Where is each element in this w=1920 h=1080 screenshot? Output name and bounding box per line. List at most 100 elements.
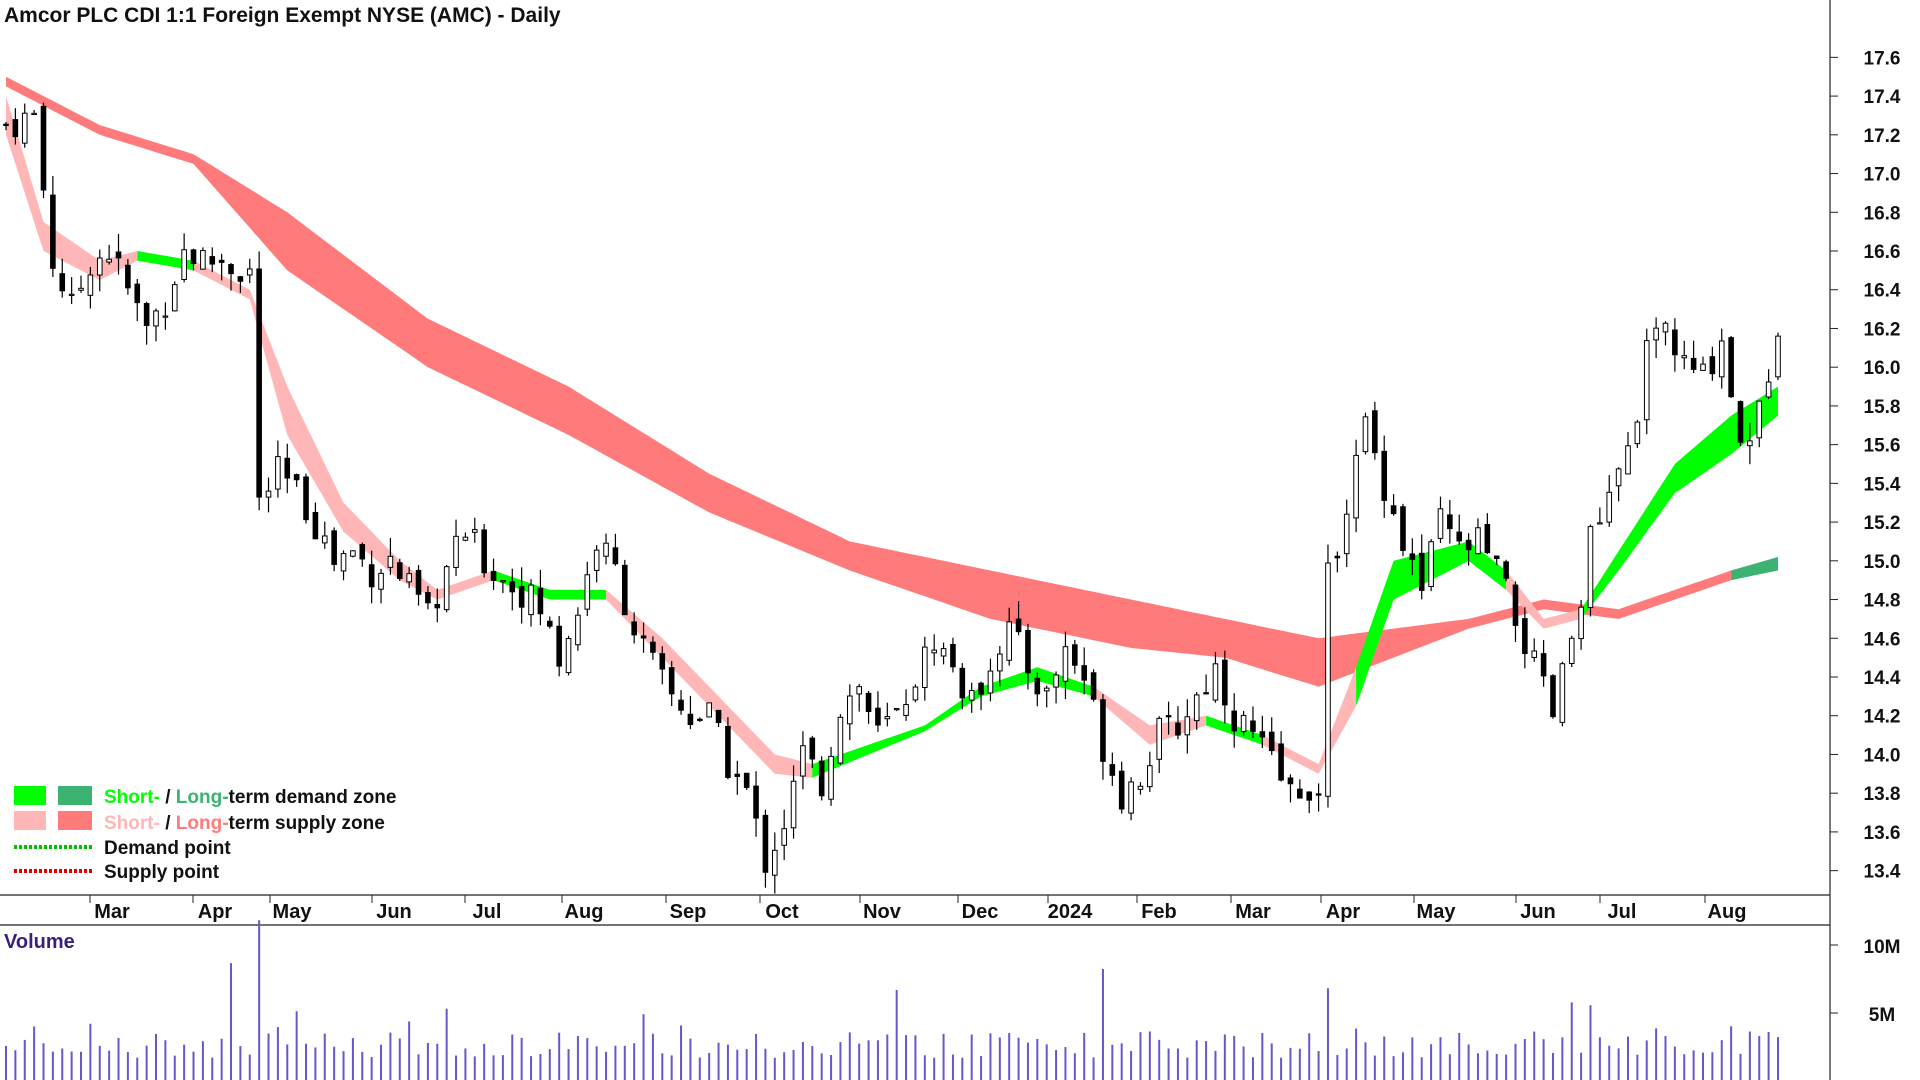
candle bbox=[565, 635, 572, 676]
volume-bar bbox=[1580, 1052, 1583, 1080]
candle-body bbox=[687, 713, 694, 726]
candle-body bbox=[406, 573, 412, 583]
candle-body bbox=[359, 544, 366, 560]
date-tick-label: Mar bbox=[94, 901, 130, 923]
candle-body bbox=[284, 457, 291, 479]
candle-body bbox=[78, 287, 84, 291]
candle bbox=[190, 248, 197, 271]
candle bbox=[903, 689, 909, 721]
volume-bar bbox=[1523, 1039, 1526, 1080]
candle-body bbox=[668, 667, 675, 695]
volume-bar bbox=[1355, 1028, 1358, 1080]
candle bbox=[312, 502, 319, 540]
date-tick-label: Feb bbox=[1141, 901, 1177, 923]
candle-body bbox=[640, 635, 647, 639]
candle bbox=[1540, 640, 1547, 687]
candle-body bbox=[1531, 650, 1538, 658]
volume-bar bbox=[726, 1044, 729, 1080]
candle-body bbox=[1315, 793, 1322, 796]
candle-body bbox=[181, 249, 187, 280]
candle bbox=[1222, 650, 1228, 724]
candle-body bbox=[1475, 527, 1481, 555]
candle-body bbox=[837, 716, 844, 764]
candle bbox=[800, 731, 806, 790]
candle-body bbox=[1081, 665, 1088, 681]
price-tick-label: 14.8 bbox=[1864, 591, 1901, 612]
candle-body bbox=[1718, 340, 1725, 378]
volume-bar bbox=[651, 1033, 654, 1080]
candle-body bbox=[903, 704, 909, 716]
candle bbox=[959, 663, 966, 710]
volume-bar bbox=[745, 1049, 748, 1080]
candle-body bbox=[3, 123, 9, 126]
volume-bar bbox=[1598, 1037, 1601, 1080]
volume-bar bbox=[351, 1038, 354, 1080]
candle-body bbox=[1034, 677, 1041, 695]
candle-body bbox=[725, 725, 731, 778]
candle-body bbox=[968, 690, 975, 701]
price-tick-label: 15.4 bbox=[1864, 474, 1901, 495]
candle bbox=[856, 683, 862, 712]
chart-title: Amcor PLC CDI 1:1 Foreign Exempt NYSE (A… bbox=[4, 4, 561, 27]
candle-body bbox=[1634, 421, 1641, 445]
volume-bar bbox=[473, 1056, 476, 1080]
candle bbox=[1522, 607, 1528, 669]
volume-bar bbox=[108, 1050, 111, 1080]
candle bbox=[706, 702, 712, 718]
volume-bar bbox=[792, 1049, 795, 1080]
candle bbox=[106, 244, 112, 265]
volume-bar bbox=[1673, 1046, 1676, 1080]
volume-bar bbox=[1364, 1042, 1367, 1080]
volume-bar bbox=[876, 1040, 879, 1080]
candle-body bbox=[1522, 618, 1528, 655]
candle bbox=[893, 708, 900, 712]
price-tick-label: 17.4 bbox=[1864, 87, 1901, 108]
candle bbox=[603, 533, 609, 565]
candle bbox=[378, 568, 384, 604]
candle-body bbox=[1222, 659, 1228, 706]
candle-body bbox=[518, 586, 525, 608]
candle-body bbox=[1175, 722, 1181, 736]
candle-body bbox=[21, 112, 28, 144]
candle bbox=[275, 440, 281, 498]
candle bbox=[1118, 761, 1125, 814]
volume-bar bbox=[464, 1048, 467, 1080]
candle-body bbox=[621, 564, 628, 616]
candle-body bbox=[1090, 672, 1097, 700]
volume-bar bbox=[145, 1045, 148, 1080]
volume-bar bbox=[717, 1042, 720, 1080]
candle bbox=[1475, 518, 1481, 555]
candle-body bbox=[415, 569, 422, 595]
volume-bar bbox=[1467, 1044, 1470, 1080]
candle bbox=[1203, 674, 1209, 695]
candle-body bbox=[546, 620, 553, 627]
long-term-zone-supply bbox=[6, 76, 1732, 687]
volume-bar bbox=[445, 1008, 448, 1080]
candle bbox=[284, 443, 291, 494]
volume-bar bbox=[1148, 1031, 1151, 1080]
candle bbox=[1643, 328, 1650, 435]
candle bbox=[68, 277, 75, 304]
volume-bar bbox=[1495, 1053, 1498, 1080]
legend-demand-sep: / bbox=[160, 787, 176, 808]
candle-body bbox=[940, 648, 947, 657]
volume-bar bbox=[1626, 1036, 1629, 1080]
volume-bar bbox=[736, 1049, 739, 1080]
volume-bar bbox=[970, 1034, 973, 1080]
candle-body bbox=[631, 621, 637, 636]
legend-short-supply-swatch bbox=[14, 811, 46, 830]
volume-bar bbox=[689, 1038, 692, 1080]
candle bbox=[12, 108, 19, 145]
candle bbox=[650, 636, 656, 660]
volume-bar bbox=[548, 1049, 551, 1080]
candle bbox=[912, 684, 919, 703]
volume-bar bbox=[1064, 1047, 1067, 1080]
volume-bar bbox=[1101, 969, 1104, 1080]
candle-body bbox=[762, 814, 769, 873]
volume-bar bbox=[483, 1043, 486, 1080]
candle bbox=[546, 616, 553, 629]
volume-bar bbox=[1223, 1034, 1226, 1080]
candle bbox=[659, 646, 666, 685]
candle bbox=[950, 637, 956, 673]
candle-body bbox=[50, 194, 56, 269]
